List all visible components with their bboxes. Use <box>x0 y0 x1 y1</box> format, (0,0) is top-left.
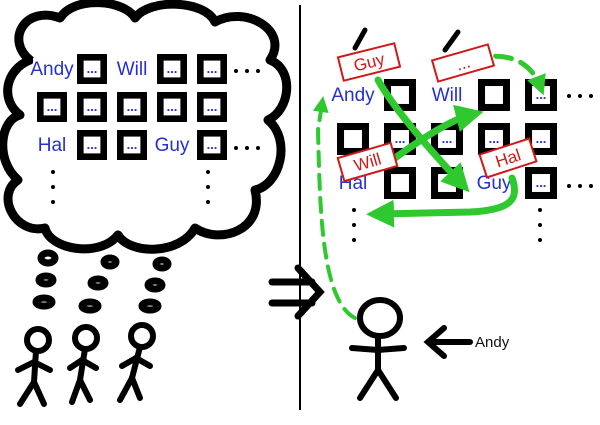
caption-andy: Andy <box>475 334 510 351</box>
right-grid-cell: Andy <box>331 83 375 107</box>
right-row-2-ellipsis <box>567 184 593 188</box>
tag-stake <box>352 27 368 51</box>
right-grid-cell: ... <box>525 167 557 199</box>
left-row-2-ellipsis <box>234 146 260 150</box>
left-grid-cell: ... <box>197 130 227 160</box>
left-grid-cell: ... <box>37 92 67 122</box>
right-grid-cell-label: Guy <box>477 173 512 194</box>
left-grid: Andy... Will.................. ... Hal.....… <box>30 54 227 160</box>
left-grid-cell: ... <box>197 54 227 84</box>
right-col-4-vellipsis <box>538 208 542 242</box>
left-grid-cell-dots: ... <box>127 137 138 152</box>
left-grid-cell-label: Will <box>117 59 148 80</box>
right-grid-cell-label: Andy <box>331 85 375 106</box>
andy-stick-figure <box>349 297 407 401</box>
stick-figure-2 <box>67 324 100 405</box>
arrow-will-up <box>391 104 484 162</box>
thought-bubbles <box>32 249 172 314</box>
arrow-guy-down <box>374 76 470 193</box>
left-grid-cell: Guy <box>153 134 191 156</box>
right-ellipsis-marks <box>352 94 593 242</box>
left-col-0-vellipsis <box>51 170 55 204</box>
name-tag: ... <box>430 43 496 83</box>
right-grid: Andy Will............ ...Hal Guy... <box>331 79 557 199</box>
stick-figure-3 <box>117 322 156 403</box>
left-grid-cell-dots: ... <box>87 61 98 76</box>
left-grid-cell-label: Guy <box>155 135 190 156</box>
left-grid-cell-dots: ... <box>167 61 178 76</box>
tag-stake <box>442 29 461 53</box>
arrow-andy-dashed <box>312 96 357 320</box>
implies-arrow <box>268 264 325 320</box>
right-grid-cell-dots: ... <box>536 175 547 190</box>
stick-figure-1 <box>15 326 53 407</box>
left-grid-cell: ... <box>117 92 147 122</box>
right-grid-cell-dots: ... <box>536 131 547 146</box>
caption-arrow <box>423 325 473 359</box>
left-grid-cell: ... <box>77 54 107 84</box>
right-grid-cell-label: Will <box>432 85 463 106</box>
left-grid-cell: ... <box>157 54 187 84</box>
left-grid-cell-dots: ... <box>87 137 98 152</box>
left-grid-cell-dots: ... <box>207 137 218 152</box>
right-grid-cell: Guy <box>474 171 514 195</box>
left-grid-cell: ... <box>117 130 147 160</box>
left-grid-cell: Andy <box>30 58 74 80</box>
left-grid-cell: Hal <box>33 134 71 156</box>
right-grid-cell-dots: ... <box>489 131 500 146</box>
right-grid-cell-dots: ... <box>536 87 547 102</box>
name-tag: Guy <box>336 42 402 82</box>
left-grid-cell-label: Andy <box>30 59 74 80</box>
left-grid-cell-dots: ... <box>87 99 98 114</box>
left-grid-cell-dots: ... <box>167 99 178 114</box>
right-row-0-ellipsis <box>567 94 593 98</box>
left-grid-cell-dots: ... <box>207 61 218 76</box>
right-grid-cell: Will <box>427 83 467 107</box>
left-grid-cell-dots: ... <box>47 99 58 114</box>
left-grid-cell: ... <box>77 130 107 160</box>
name-tags: Guy ...Will Hal <box>336 27 538 183</box>
name-tag: Will <box>336 141 399 183</box>
left-grid-cell-dots: ... <box>207 99 218 114</box>
name-tag-label: ... <box>454 52 473 74</box>
left-grid-cell-dots: ... <box>127 99 138 114</box>
left-grid-cell: ... <box>197 92 227 122</box>
right-grid-cell <box>384 167 416 199</box>
arrow-right-loop <box>366 174 519 228</box>
left-col-4-vellipsis <box>206 170 210 204</box>
right-grid-cell <box>478 79 510 111</box>
left-grid-cell: ... <box>77 92 107 122</box>
right-grid-cell-dots: ... <box>442 131 453 146</box>
left-grid-cell-label: Hal <box>38 135 67 156</box>
right-col-0-vellipsis <box>352 208 356 242</box>
thought-cloud <box>0 0 292 254</box>
left-ellipsis-marks <box>51 69 260 204</box>
left-grid-cell: ... <box>157 92 187 122</box>
right-grid-cell-dots: ... <box>395 131 406 146</box>
name-tag: Hal <box>478 137 538 179</box>
left-grid-cell: Will <box>113 58 151 80</box>
left-row-0-ellipsis <box>234 69 260 73</box>
